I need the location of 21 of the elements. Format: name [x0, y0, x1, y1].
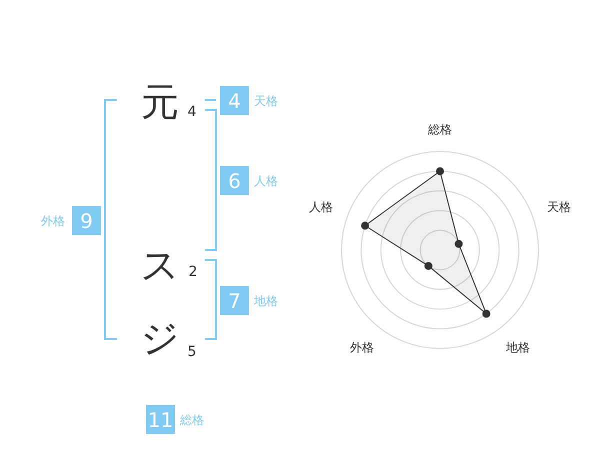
text: 6 — [220, 166, 249, 195]
spoke-label: 外格 — [350, 340, 374, 354]
data-label: 2 — [188, 264, 198, 280]
category-label: ス — [140, 243, 180, 287]
text: 地格 — [254, 294, 278, 308]
category-label: 元 — [141, 80, 179, 124]
text: 天格 — [254, 94, 278, 108]
category-label: ジ — [140, 316, 180, 360]
spoke-label: 天格 — [547, 200, 571, 214]
data-label: 4 — [188, 104, 196, 120]
text: 11 — [146, 405, 175, 434]
spoke-label: 人格 — [309, 200, 333, 214]
spoke-label: 地格 — [505, 340, 530, 354]
text: 人格 — [254, 174, 278, 188]
data-label: 5 — [188, 344, 196, 360]
text: 4 — [220, 86, 249, 115]
text: 7 — [220, 286, 249, 315]
text: 外格 — [41, 214, 65, 228]
text: 総格 — [180, 413, 204, 427]
spoke-label: 総格 — [427, 122, 452, 136]
text: 9 — [72, 206, 101, 235]
